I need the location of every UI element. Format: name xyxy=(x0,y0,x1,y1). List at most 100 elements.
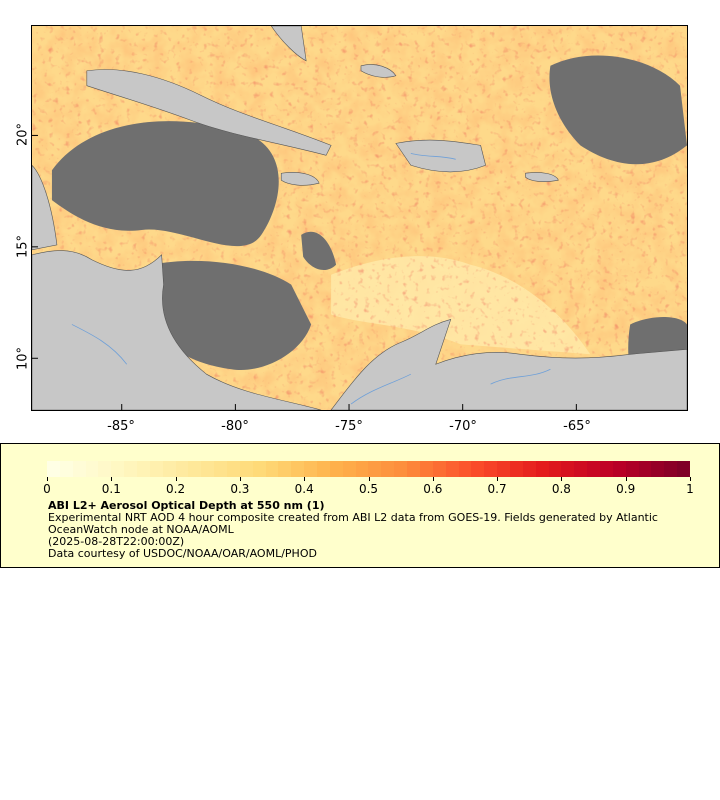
colorbar-swatch xyxy=(638,461,652,477)
legend-timestamp: (2025-08-28T22:00:00Z) xyxy=(48,535,185,548)
colorbar xyxy=(47,461,690,477)
colorbar-swatch xyxy=(548,461,562,477)
colorbar-swatch xyxy=(522,461,536,477)
rivers xyxy=(71,152,551,405)
yucatan xyxy=(32,164,58,251)
colorbar-swatch xyxy=(291,461,305,477)
colorbar-tick-label: 0.3 xyxy=(230,482,250,496)
colorbar-swatch xyxy=(342,461,356,477)
y-tick-label: 10° xyxy=(15,346,31,371)
colorbar-swatch xyxy=(625,461,639,477)
colorbar-tick xyxy=(111,477,113,481)
bahamas xyxy=(360,64,397,78)
colorbar-swatch xyxy=(445,461,459,477)
colorbar-tick xyxy=(47,477,48,481)
colorbar-swatch xyxy=(72,461,86,477)
colorbar-tick xyxy=(561,477,563,481)
colorbar-swatch xyxy=(124,461,138,477)
graticule-ticks xyxy=(32,134,577,410)
x-tick-label: -70° xyxy=(449,419,477,434)
colorbar-swatch xyxy=(317,461,330,477)
colorbar-swatch xyxy=(149,461,163,477)
colorbar-tick xyxy=(175,477,177,481)
colorbar-tick-label: 0.8 xyxy=(551,482,571,496)
colorbar-swatch xyxy=(599,461,613,477)
colorbar-swatch xyxy=(329,461,343,477)
aod-map xyxy=(32,26,687,410)
colorbar-tick xyxy=(625,477,627,481)
colorbar-swatch xyxy=(471,461,485,477)
y-tick-label: 20° xyxy=(15,122,31,147)
colorbar-swatch xyxy=(214,461,228,477)
colorbar-swatch xyxy=(85,461,99,477)
jamaica xyxy=(280,172,320,186)
colorbar-swatch xyxy=(677,461,690,477)
cuba xyxy=(86,69,332,156)
colorbar-tick-label: 0.5 xyxy=(358,482,379,496)
land xyxy=(32,26,687,410)
colorbar-swatch xyxy=(252,461,266,477)
colorbar-tick xyxy=(304,477,306,481)
colorbar-swatch xyxy=(509,461,523,477)
x-tick-label: -65° xyxy=(563,419,591,434)
south-america xyxy=(330,319,687,410)
colorbar-tick-label: 1 xyxy=(686,482,694,496)
legend-title: ABI L2+ Aerosol Optical Depth at 550 nm … xyxy=(48,499,325,512)
colorbar-swatch xyxy=(419,461,433,477)
colorbar-swatch xyxy=(574,461,588,477)
colorbar-swatch xyxy=(497,461,510,477)
colorbar-swatch xyxy=(458,461,472,477)
colorbar-swatch xyxy=(612,461,626,477)
colorbar-swatch xyxy=(664,461,678,477)
y-tick-label: 15° xyxy=(15,234,31,259)
colorbar-swatch xyxy=(239,461,253,477)
colorbar-tick xyxy=(368,477,370,481)
colorbar-swatch xyxy=(137,461,150,477)
colorbar-swatch xyxy=(561,461,575,477)
colorbar-tick-label: 0.9 xyxy=(616,482,636,496)
colorbar-swatch xyxy=(651,461,665,477)
hispaniola xyxy=(395,139,486,173)
x-tick-label: -80° xyxy=(221,419,249,434)
colorbar-tick-label: 0.7 xyxy=(487,482,507,496)
colorbar-swatch xyxy=(111,461,125,477)
legend-text: ABI L2+ Aerosol Optical Depth at 550 nm … xyxy=(48,500,698,560)
colorbar-tick xyxy=(239,477,241,481)
colorbar-tick-label: 0.6 xyxy=(423,482,443,496)
colorbar-swatch xyxy=(265,461,279,477)
colorbar-swatch xyxy=(368,461,382,477)
colorbar-tick-label: 0.4 xyxy=(294,482,314,496)
legend-description: Experimental NRT AOD 4 hour composite cr… xyxy=(48,511,658,536)
colorbar-swatch xyxy=(47,461,60,477)
colorbar-swatch xyxy=(484,461,498,477)
x-tick-label: -85° xyxy=(107,419,135,434)
colorbar-tick xyxy=(497,477,499,481)
colorbar-swatch xyxy=(535,461,549,477)
colorbar-swatch xyxy=(304,461,318,477)
colorbar-swatch xyxy=(188,461,202,477)
colorbar-swatch xyxy=(59,461,73,477)
colorbar-tick xyxy=(432,477,434,481)
colorbar-swatch xyxy=(201,461,215,477)
colorbar-tick-label: 0 xyxy=(43,482,51,496)
colorbar-swatch xyxy=(162,461,176,477)
colorbar-swatch xyxy=(175,461,189,477)
map-panel[interactable] xyxy=(31,25,688,411)
colorbar-swatch xyxy=(98,461,112,477)
colorbar-swatch xyxy=(587,461,600,477)
colorbar-swatch xyxy=(278,461,292,477)
x-tick-label: -75° xyxy=(335,419,363,434)
legend-panel: ABI L2+ Aerosol Optical Depth at 550 nm … xyxy=(0,443,720,568)
colorbar-tick-label: 0.2 xyxy=(166,482,186,496)
colorbar-swatch xyxy=(432,461,446,477)
florida xyxy=(270,26,307,62)
colorbar-swatch xyxy=(381,461,395,477)
legend-credit: Data courtesy of USDOC/NOAA/OAR/AOML/PHO… xyxy=(48,547,317,560)
central-america xyxy=(32,250,322,410)
colorbar-tick xyxy=(690,477,691,481)
colorbar-swatch xyxy=(394,461,408,477)
colorbar-swatch xyxy=(355,461,369,477)
colorbar-swatch xyxy=(227,461,240,477)
colorbar-swatch xyxy=(407,461,420,477)
colorbar-tick-label: 0.1 xyxy=(101,482,121,496)
